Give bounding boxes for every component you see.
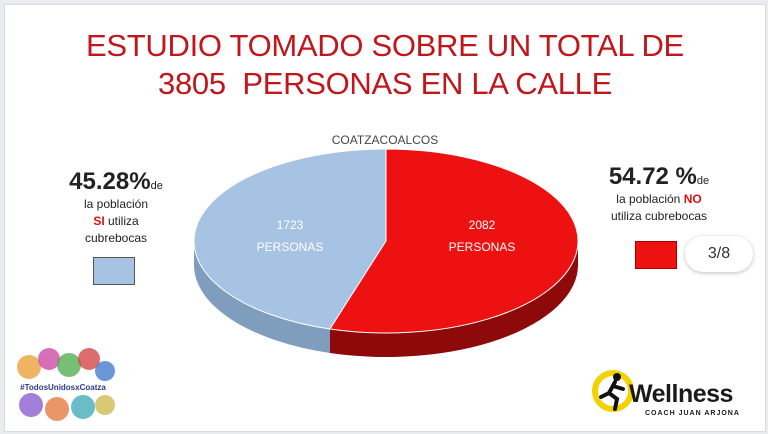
callout-si: 45.28%de la población SI utiliza cubrebo… [61, 168, 171, 247]
pie-slice-no [329, 148, 579, 334]
title-line-1: ESTUDIO TOMADO SOBRE UN TOTAL DE [86, 28, 684, 63]
pie-slice-si [193, 148, 387, 330]
pie-chart: 1723 PERSONAS 2082 PERSONAS [193, 148, 579, 358]
hands-logo-icon [17, 348, 115, 421]
legend-swatch-si [93, 257, 135, 285]
runner-logo-icon [592, 370, 634, 412]
callout-si-line1: la población [83, 197, 149, 211]
chart-title: COATZACOALCOS [331, 133, 439, 147]
callout-no: 54.72 %de la población NO utiliza cubreb… [589, 163, 729, 225]
pie-side-si-0 [194, 241, 330, 353]
page-indicator[interactable]: 3/8 [685, 236, 753, 272]
pie-side-no-0 [329, 241, 578, 358]
callout-no-emph: NO [683, 192, 702, 206]
pie-label-unit-no: PERSONAS [449, 240, 516, 254]
callout-si-line3: cubrebocas [84, 231, 148, 245]
callout-no-line1: la población [616, 192, 684, 206]
title-line-2: 3805 PERSONAS EN LA CALLE [158, 66, 612, 101]
pie-label-unit-si: PERSONAS [257, 240, 324, 254]
callout-si-de: de [150, 180, 163, 192]
callout-no-line2: utiliza cubrebocas [610, 209, 708, 223]
callout-si-percent: 45.28% [69, 168, 151, 195]
slide-title: ESTUDIO TOMADO SOBRE UN TOTAL DE 3805 PE… [5, 27, 765, 103]
callout-no-percent: 54.72 % [608, 163, 697, 190]
slide: ESTUDIO TOMADO SOBRE UN TOTAL DE 3805 PE… [4, 4, 766, 432]
callout-no-de: de [696, 175, 710, 187]
pie-label-value-si: 1723 [277, 218, 304, 232]
callout-si-after: utiliza [104, 214, 139, 228]
brand-subtitle: COACH JUAN ARJONA [645, 410, 740, 417]
callout-si-emph: SI [93, 214, 105, 228]
legend-swatch-no [635, 241, 677, 269]
brand-name: Wellness [629, 380, 733, 408]
pie-label-value-no: 2082 [469, 218, 496, 232]
hashtag-text: #TodosUnidosxCoatza [11, 383, 115, 392]
